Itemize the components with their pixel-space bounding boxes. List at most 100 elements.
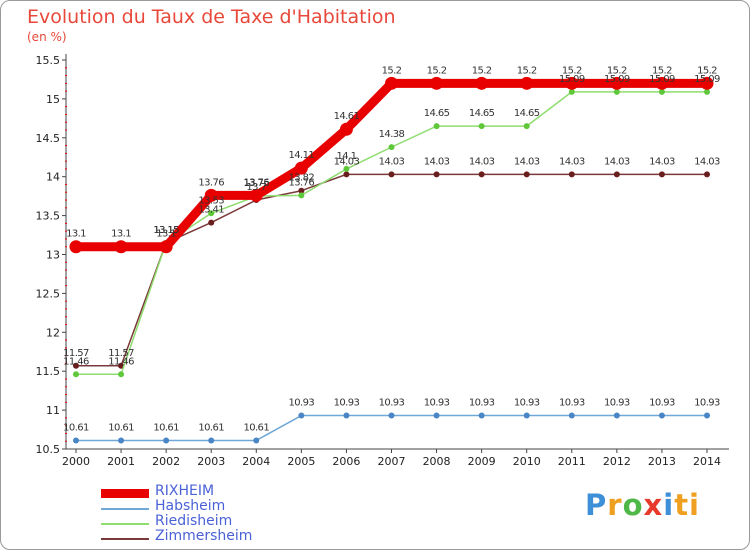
data-point-rixheim — [700, 76, 714, 90]
data-point-rixheim — [159, 240, 173, 254]
data-label-riedisheim: 14.65 — [514, 108, 540, 119]
data-label-habsheim: 10.93 — [289, 398, 315, 409]
data-point-riedisheim — [73, 371, 79, 378]
legend-swatch-zimmersheim — [101, 538, 149, 540]
data-point-riedisheim — [118, 371, 125, 378]
x-tick-label: 2007 — [378, 455, 406, 468]
x-tick-label: 2012 — [603, 455, 631, 468]
data-point-zimmersheim — [208, 219, 215, 226]
data-label-habsheim: 10.61 — [243, 422, 269, 433]
data-point-habsheim — [478, 412, 485, 419]
data-label-habsheim: 10.93 — [469, 398, 495, 409]
data-label-zimmersheim: 14.03 — [559, 156, 585, 167]
data-label-habsheim: 10.93 — [559, 398, 585, 409]
legend-label-habsheim: Habsheim — [155, 498, 226, 514]
data-point-riedisheim — [343, 165, 350, 172]
data-label-rixheim: 13.1 — [156, 229, 176, 240]
data-label-habsheim: 10.93 — [694, 398, 720, 409]
data-point-riedisheim — [433, 123, 440, 130]
data-label-riedisheim: 13.15 — [153, 225, 179, 236]
legend-label-zimmersheim: Zimmersheim — [155, 528, 253, 544]
data-label-riedisheim: 14.65 — [469, 108, 495, 119]
y-tick-label: 12.5 — [36, 287, 61, 300]
y-tick-label: 14 — [46, 171, 60, 184]
data-point-riedisheim — [568, 88, 575, 95]
data-point-habsheim — [253, 437, 260, 444]
data-point-habsheim — [118, 437, 125, 444]
data-label-riedisheim: 14.38 — [379, 129, 405, 140]
x-tick-label: 2013 — [648, 455, 676, 468]
data-label-riedisheim: 11.46 — [108, 356, 134, 367]
x-tick-label: 2001 — [107, 455, 135, 468]
data-point-riedisheim — [478, 123, 485, 130]
data-point-riedisheim — [298, 192, 305, 199]
x-tick-label: 2010 — [513, 455, 541, 468]
x-tick-label: 2006 — [332, 455, 360, 468]
data-label-zimmersheim: 13.15 — [153, 225, 179, 236]
data-label-riedisheim: 11.46 — [63, 356, 89, 367]
data-label-zimmersheim: 14.03 — [514, 156, 540, 167]
proxiti-logo: Proxiti — [585, 488, 700, 522]
data-point-zimmersheim — [73, 362, 79, 369]
data-label-habsheim: 10.61 — [153, 422, 179, 433]
y-tick-label: 13.5 — [36, 210, 61, 223]
data-point-habsheim — [704, 412, 710, 419]
data-label-riedisheim: 13.76 — [289, 177, 315, 188]
x-tick-label: 2009 — [468, 455, 496, 468]
data-label-zimmersheim: 14.03 — [604, 156, 630, 167]
data-point-rixheim — [520, 76, 534, 90]
data-point-habsheim — [298, 412, 305, 419]
data-point-rixheim — [249, 188, 263, 202]
data-label-rixheim: 15.2 — [652, 65, 672, 76]
data-label-zimmersheim: 14.03 — [424, 156, 450, 167]
data-label-riedisheim: 15.09 — [694, 74, 720, 85]
data-point-habsheim — [613, 412, 620, 419]
data-label-rixheim: 15.2 — [697, 65, 717, 76]
data-label-zimmersheim: 13.82 — [289, 173, 315, 184]
data-point-zimmersheim — [298, 187, 305, 194]
data-label-rixheim: 15.2 — [472, 65, 492, 76]
legend-swatch-habsheim — [101, 508, 149, 510]
data-point-zimmersheim — [478, 171, 485, 178]
data-label-habsheim: 10.93 — [514, 398, 540, 409]
data-point-habsheim — [658, 412, 665, 419]
x-tick-label: 2005 — [287, 455, 315, 468]
data-point-zimmersheim — [433, 171, 440, 178]
data-label-zimmersheim: 14.03 — [334, 156, 360, 167]
data-point-rixheim — [294, 161, 308, 175]
data-point-zimmersheim — [343, 171, 350, 178]
data-point-rixheim — [204, 188, 218, 202]
data-label-rixheim: 15.2 — [607, 65, 627, 76]
data-point-habsheim — [388, 412, 395, 419]
data-point-rixheim — [565, 76, 579, 90]
legend-swatch-rixheim — [101, 489, 149, 498]
data-label-zimmersheim: 11.57 — [108, 348, 134, 359]
data-label-riedisheim: 15.09 — [649, 74, 675, 85]
data-label-rixheim: 15.2 — [562, 65, 582, 76]
x-tick-label: 2000 — [62, 455, 90, 468]
y-tick-label: 14.5 — [36, 132, 61, 145]
data-label-habsheim: 10.61 — [198, 422, 224, 433]
data-point-rixheim — [610, 76, 624, 90]
data-label-riedisheim: 14.1 — [336, 151, 356, 162]
data-point-habsheim — [568, 412, 575, 419]
data-label-habsheim: 10.93 — [334, 398, 360, 409]
y-tick-label: 15 — [46, 93, 60, 106]
data-label-zimmersheim: 11.57 — [63, 348, 89, 359]
data-label-rixheim: 13.76 — [243, 177, 269, 188]
data-point-riedisheim — [704, 88, 710, 95]
data-label-habsheim: 10.93 — [649, 398, 675, 409]
data-point-riedisheim — [208, 210, 215, 217]
data-point-riedisheim — [388, 144, 395, 151]
chart-title: Evolution du Taux de Taxe d'Habitation — [27, 6, 396, 28]
data-label-habsheim: 10.61 — [108, 422, 134, 433]
data-point-rixheim — [430, 76, 444, 90]
data-point-zimmersheim — [523, 171, 530, 178]
data-point-zimmersheim — [388, 171, 395, 178]
y-tick-label: 12 — [46, 326, 60, 339]
data-point-habsheim — [523, 412, 530, 419]
data-point-habsheim — [73, 437, 79, 444]
legend-label-rixheim: RIXHEIM — [155, 483, 215, 499]
